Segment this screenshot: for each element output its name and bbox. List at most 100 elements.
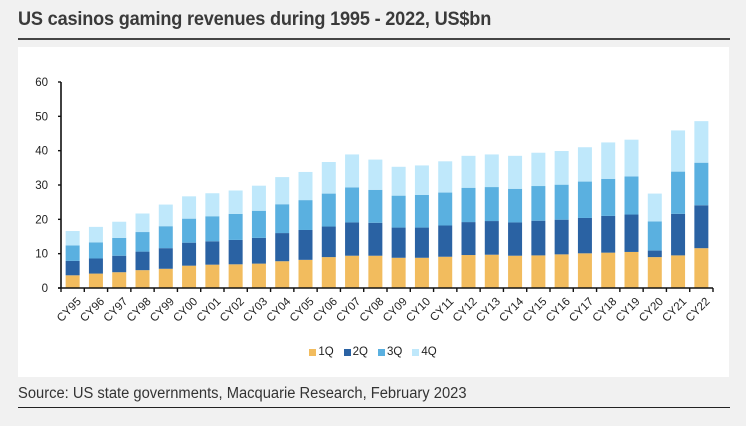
x-tick-label: CY19 xyxy=(614,296,643,325)
bar-CY12-1Q xyxy=(461,255,476,288)
bar-CY10-1Q xyxy=(414,257,429,288)
x-tick-label: CY15 xyxy=(521,296,550,325)
bar-CY05-4Q xyxy=(298,171,313,201)
x-tick-label: CY20 xyxy=(637,296,666,325)
bar-CY98-3Q xyxy=(135,232,150,252)
x-tick-label: CY98 xyxy=(125,296,154,325)
bar-CY97-4Q xyxy=(112,221,127,238)
bar-CY15-3Q xyxy=(531,186,546,221)
x-tick-label: CY22 xyxy=(684,296,713,325)
bar-CY16-4Q xyxy=(554,151,569,185)
y-tick-label: 50 xyxy=(35,111,48,123)
legend-item-3Q: 3Q xyxy=(378,346,402,358)
bar-CY04-1Q xyxy=(275,261,290,288)
bar-CY22-1Q xyxy=(694,248,709,288)
bar-CY95-1Q xyxy=(65,275,80,288)
bar-CY19-2Q xyxy=(624,214,639,252)
bar-CY98-4Q xyxy=(135,213,150,233)
bar-CY04-4Q xyxy=(275,177,290,205)
bar-CY19-3Q xyxy=(624,176,639,215)
y-tick-label: 30 xyxy=(35,180,48,192)
legend-label: 2Q xyxy=(352,346,368,358)
bar-CY01-1Q xyxy=(205,264,220,288)
bar-CY14-4Q xyxy=(508,155,523,189)
bar-CY99-1Q xyxy=(158,268,173,288)
bar-CY17-1Q xyxy=(577,253,592,288)
x-tick-label: CY21 xyxy=(660,296,689,325)
bar-CY20-3Q xyxy=(647,221,662,251)
bar-CY09-1Q xyxy=(391,257,406,288)
x-tick-label: CY02 xyxy=(218,296,247,325)
bar-CY05-2Q xyxy=(298,229,313,260)
bar-CY05-1Q xyxy=(298,259,313,288)
bar-CY20-1Q xyxy=(647,257,662,288)
bars-group xyxy=(65,121,709,288)
x-tick-label: CY08 xyxy=(358,296,387,325)
x-tick-label: CY97 xyxy=(102,296,131,325)
bar-CY21-2Q xyxy=(671,213,686,256)
bar-CY10-3Q xyxy=(414,194,429,228)
x-tick-label: CY05 xyxy=(288,296,317,325)
y-tick-label: 10 xyxy=(35,249,48,261)
bar-CY11-4Q xyxy=(438,161,453,193)
x-tick-label: CY17 xyxy=(567,296,596,325)
bar-CY00-2Q xyxy=(182,242,197,266)
bar-CY09-2Q xyxy=(391,227,406,258)
bar-CY02-4Q xyxy=(228,190,243,214)
source-note: Source: US state governments, Macquarie … xyxy=(18,385,467,402)
bar-CY11-2Q xyxy=(438,225,453,257)
bar-CY97-2Q xyxy=(112,255,127,273)
bar-CY21-3Q xyxy=(671,171,686,214)
bar-CY06-1Q xyxy=(321,257,336,288)
bar-CY13-4Q xyxy=(484,154,499,188)
bar-CY02-1Q xyxy=(228,264,243,288)
bar-CY06-3Q xyxy=(321,193,336,227)
bar-CY17-3Q xyxy=(577,181,592,218)
bar-CY13-3Q xyxy=(484,187,499,222)
legend-item-4Q: 4Q xyxy=(412,346,437,358)
bar-CY04-3Q xyxy=(275,204,290,234)
bar-CY12-4Q xyxy=(461,155,476,188)
legend-label: 1Q xyxy=(318,346,334,358)
bar-CY13-1Q xyxy=(484,254,499,288)
x-tick-label: CY10 xyxy=(404,296,433,325)
x-tick-label: CY03 xyxy=(241,296,270,325)
bar-CY08-1Q xyxy=(368,255,383,288)
y-tick-label: 40 xyxy=(35,146,48,158)
bar-CY10-4Q xyxy=(414,165,429,195)
bar-CY03-1Q xyxy=(251,263,266,288)
bar-CY15-1Q xyxy=(531,255,546,288)
bar-CY22-4Q xyxy=(694,121,709,163)
bar-CY01-4Q xyxy=(205,193,220,217)
bar-CY03-2Q xyxy=(251,237,266,264)
bar-CY95-3Q xyxy=(65,245,80,261)
x-tick-label: CY18 xyxy=(591,296,620,325)
x-tick-label: CY99 xyxy=(148,296,177,325)
x-tick-label: CY11 xyxy=(428,296,456,324)
bar-CY12-3Q xyxy=(461,187,476,223)
bar-CY03-3Q xyxy=(251,210,266,238)
bar-CY96-4Q xyxy=(88,226,103,243)
bar-CY12-2Q xyxy=(461,222,476,256)
bar-CY00-3Q xyxy=(182,218,197,243)
bar-CY19-4Q xyxy=(624,139,639,177)
bar-CY07-2Q xyxy=(345,222,360,256)
x-tick-label: CY13 xyxy=(474,296,503,325)
bar-CY07-3Q xyxy=(345,187,360,223)
bar-CY01-3Q xyxy=(205,216,220,242)
bar-CY14-1Q xyxy=(508,255,523,288)
bar-CY17-2Q xyxy=(577,217,592,254)
legend-swatch xyxy=(309,348,317,356)
legend-item-1Q: 1Q xyxy=(309,346,334,358)
y-tick-label: 0 xyxy=(42,283,48,295)
bar-CY97-3Q xyxy=(112,237,127,256)
bar-CY95-2Q xyxy=(65,260,80,276)
legend-label: 4Q xyxy=(421,346,437,358)
bar-CY03-4Q xyxy=(251,185,266,211)
bar-CY99-3Q xyxy=(158,226,173,249)
bar-CY08-2Q xyxy=(368,222,383,256)
bar-CY18-2Q xyxy=(601,215,616,253)
bar-CY16-2Q xyxy=(554,219,569,255)
bar-CY14-2Q xyxy=(508,222,523,256)
bar-CY21-1Q xyxy=(671,255,686,288)
